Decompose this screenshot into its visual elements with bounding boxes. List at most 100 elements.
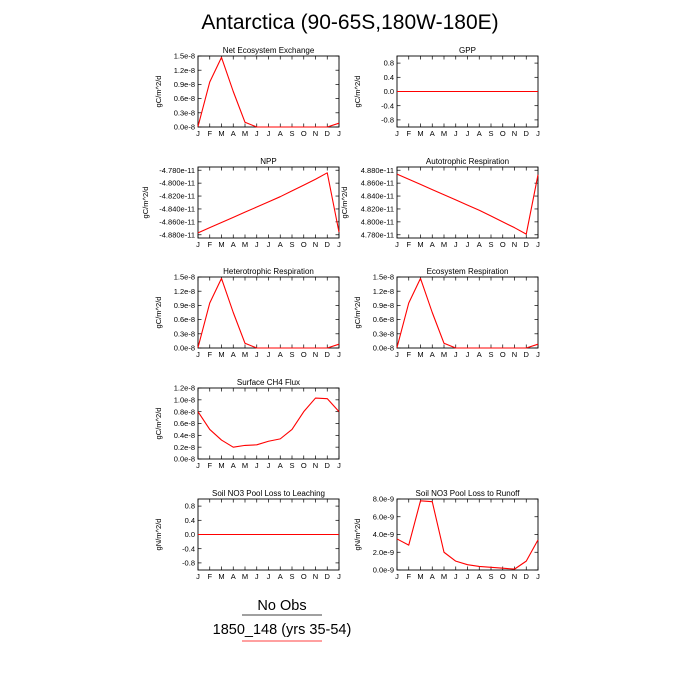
x-tick-label: J <box>196 461 200 470</box>
y-tick-label: 0.3e-8 <box>373 329 394 338</box>
y-tick-label: 1.0e-8 <box>174 395 195 404</box>
panel-title: NPP <box>260 157 276 166</box>
chart-panel: J F M A M J J A S O N D J-0.8-0.40.00.40.8GPPgC/m^2/… <box>353 46 540 138</box>
plot-frame <box>396 166 539 239</box>
y-tick-label: 1.2e-8 <box>174 66 195 75</box>
y-tick-label: 0.4e-8 <box>174 431 195 440</box>
legend-label-obs: No Obs <box>257 598 306 614</box>
x-tick-label: M <box>242 240 248 249</box>
series-line <box>197 172 340 234</box>
x-tick-label: A <box>231 129 236 138</box>
x-tick-label: J <box>466 240 470 249</box>
y-tick-label: 4.0e-9 <box>373 530 394 539</box>
main-title: Antarctica (90-65S,180W-180E) <box>201 11 498 34</box>
x-tick-label: F <box>406 129 411 138</box>
x-tick-label: M <box>417 240 423 249</box>
x-tick-label: A <box>477 572 482 581</box>
x-tick-label: O <box>301 461 307 470</box>
x-tick-label: M <box>441 129 447 138</box>
x-tick-label: J <box>337 572 341 581</box>
x-tick-label: J <box>536 240 540 249</box>
x-tick-label: J <box>395 350 399 359</box>
x-tick-label: M <box>417 129 423 138</box>
y-tick-label: 8.0e-9 <box>373 495 394 504</box>
x-tick-label: O <box>500 240 506 249</box>
x-tick-label: M <box>242 129 248 138</box>
y-tick-label: 4.860e-11 <box>361 179 394 188</box>
y-tick-label: 0.6e-8 <box>373 315 394 324</box>
x-tick-label: J <box>395 240 399 249</box>
chart-panel: J F M A M J J A S O N D J4.780e-114.800e-114.820e-11… <box>340 157 540 249</box>
y-tick-label: 0.0e-9 <box>373 566 394 575</box>
y-axis-label: gC/m^2/d <box>141 187 150 219</box>
y-tick-label: 0.3e-8 <box>174 108 195 117</box>
x-tick-label: A <box>477 129 482 138</box>
x-tick-label: J <box>466 572 470 581</box>
x-tick-label: M <box>242 572 248 581</box>
y-tick-label: 0.9e-8 <box>174 301 195 310</box>
y-tick-label: 0.6e-8 <box>174 419 195 428</box>
x-tick-label: J <box>395 129 399 138</box>
panel-title: Soil NO3 Pool Loss to Leaching <box>212 489 325 498</box>
panel-title: Heterotrophic Respiration <box>223 267 314 276</box>
x-tick-label: O <box>500 129 506 138</box>
x-tick-label: N <box>512 240 517 249</box>
x-tick-label: J <box>337 461 341 470</box>
y-tick-label: 0.6e-8 <box>174 94 195 103</box>
x-tick-label: N <box>512 572 517 581</box>
x-tick-label: D <box>325 240 331 249</box>
chart-panel: J F M A M J J A S O N D J0.0e-92.0e-94.0e-96.0e-98.0… <box>353 489 540 581</box>
y-tick-label: 1.5e-8 <box>174 273 195 282</box>
panel-title: GPP <box>459 46 476 55</box>
x-tick-label: M <box>218 350 224 359</box>
chart-panel: J F M A M J J A S O N D J0.0e-80.3e-80.6e-80.9e-81.2… <box>154 267 341 359</box>
x-tick-label: N <box>512 350 517 359</box>
y-axis-label: gC/m^2/d <box>353 297 362 329</box>
x-tick-label: A <box>278 572 283 581</box>
x-tick-label: F <box>207 240 212 249</box>
y-tick-label: 1.5e-8 <box>373 273 394 282</box>
y-tick-label: 0.0e-8 <box>373 344 394 353</box>
x-tick-label: S <box>289 350 294 359</box>
x-tick-label: S <box>289 129 294 138</box>
x-tick-label: J <box>255 350 259 359</box>
x-tick-label: D <box>524 572 530 581</box>
panels: J F M A M J J A S O N D J0.0e-80.3e-80.6e-80.9e-81.2… <box>141 46 540 581</box>
x-tick-label: J <box>255 240 259 249</box>
x-tick-label: A <box>231 240 236 249</box>
y-tick-label: 1.2e-8 <box>373 287 394 296</box>
x-tick-label: D <box>325 572 331 581</box>
x-tick-label: J <box>267 240 271 249</box>
x-tick-label: A <box>231 572 236 581</box>
y-tick-label: -4.800e-11 <box>159 179 195 188</box>
chart-panel: J F M A M J J A S O N D J0.0e-80.3e-80.6e-80.9e-81.2… <box>154 46 341 138</box>
x-tick-label: D <box>524 240 530 249</box>
x-tick-label: M <box>218 572 224 581</box>
y-tick-label: -0.4 <box>182 544 195 553</box>
x-tick-label: O <box>301 572 307 581</box>
x-tick-label: M <box>417 350 423 359</box>
panel-title: Ecosystem Respiration <box>427 267 509 276</box>
x-tick-label: J <box>196 129 200 138</box>
y-tick-label: 0.8e-8 <box>174 407 195 416</box>
panel-title: Soil NO3 Pool Loss to Runoff <box>416 489 521 498</box>
x-tick-label: A <box>477 350 482 359</box>
x-tick-label: O <box>500 572 506 581</box>
series-line <box>396 173 539 235</box>
y-tick-label: 0.4 <box>384 73 394 82</box>
x-tick-label: N <box>313 572 318 581</box>
panel-title: Autotrophic Respiration <box>426 157 509 166</box>
y-tick-label: -4.880e-11 <box>159 230 195 239</box>
y-axis-label: gC/m^2/d <box>154 76 163 108</box>
x-tick-label: N <box>313 461 318 470</box>
x-tick-label: J <box>196 572 200 581</box>
x-tick-label: M <box>441 350 447 359</box>
plot-frame <box>197 55 340 128</box>
y-tick-label: 0.0e-8 <box>174 344 195 353</box>
x-tick-label: O <box>301 240 307 249</box>
y-tick-label: 4.880e-11 <box>361 166 394 175</box>
x-tick-label: A <box>231 350 236 359</box>
series-line <box>197 277 340 349</box>
x-tick-label: A <box>278 461 283 470</box>
x-tick-label: D <box>325 461 331 470</box>
